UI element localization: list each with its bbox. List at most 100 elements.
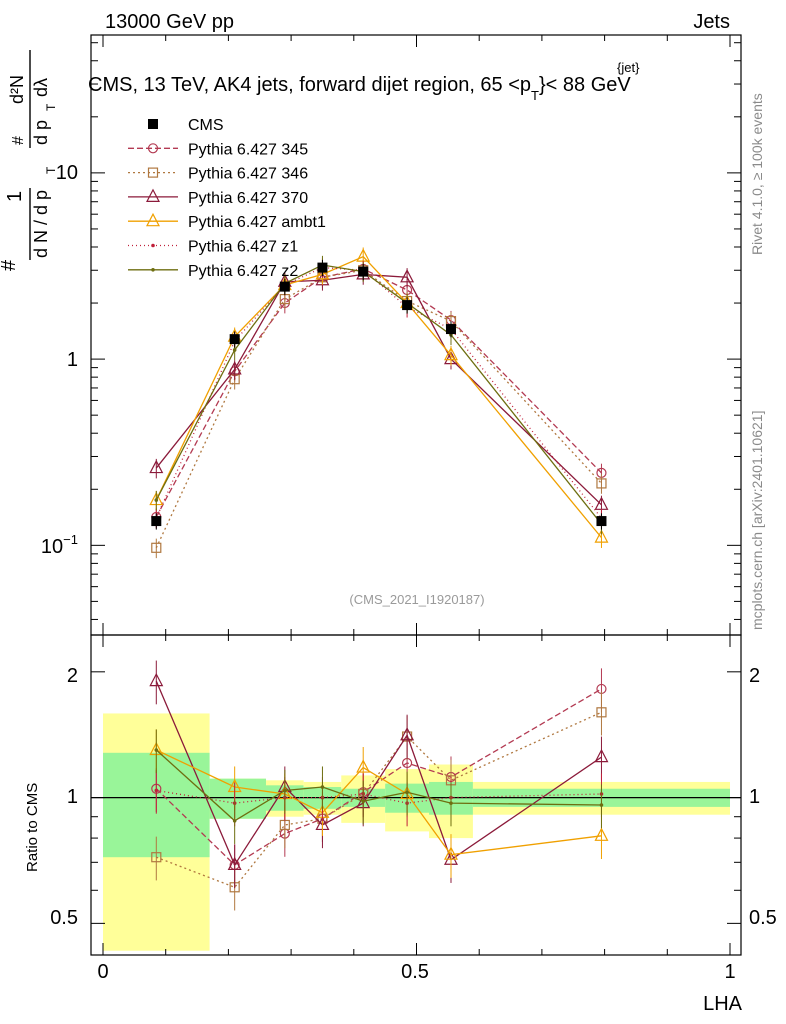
cms-point: [317, 262, 328, 273]
plot-title: CMS, 13 TeV, AK4 jets, forward dijet reg…: [88, 74, 631, 103]
series-line-main: [155, 273, 602, 506]
series-point-main: [594, 529, 609, 543]
series-point-ratio: [599, 803, 604, 807]
series-line-ratio: [155, 688, 602, 866]
watermark: (CMS_2021_I1920187): [349, 592, 484, 607]
legend-label: Pythia 6.427 345: [188, 141, 308, 158]
main-y-axis-label: # 1 d N / d p T # d²N d p T dλ: [0, 50, 58, 271]
legend-marker: [146, 212, 160, 227]
ylabel-t-2: T: [44, 103, 58, 111]
ylabel-hash-1: #: [0, 259, 20, 271]
series-point-ratio: [405, 790, 409, 795]
side-label-top: Rivet 4.1.0, ≥ 100k events: [749, 93, 765, 255]
series-point-main: [227, 361, 242, 375]
ylabel-dn-dpt: d N / d p: [31, 190, 51, 258]
plot-title-main: CMS, 13 TeV, AK4 jets, forward dijet reg…: [88, 74, 531, 96]
cms-point: [151, 516, 162, 527]
legend-marker-cms: [148, 119, 158, 129]
series-point-main: [151, 542, 162, 553]
main-ytick-exp: −1: [63, 532, 78, 547]
legend-entry-0: Pythia 6.427 345: [128, 141, 308, 158]
xtick-label-0p5: 0.5: [401, 961, 429, 983]
legend-marker: [147, 167, 159, 178]
series-point-ratio: [154, 788, 159, 793]
legend-marker: [151, 268, 155, 272]
cms-point: [229, 334, 240, 345]
series-point-ratio: [596, 707, 607, 718]
legend-label: Pythia 6.427 370: [188, 190, 308, 207]
ratio-ytick-label-left-2: 2: [67, 665, 78, 687]
series-point-ratio: [361, 799, 366, 804]
series-point-main: [149, 459, 164, 474]
series-point-main: [154, 498, 159, 502]
header-right: Jets: [693, 11, 730, 33]
plot-title-sup: {jet}: [617, 60, 640, 75]
series-point-main: [315, 266, 330, 280]
ylabel-one: 1: [4, 191, 26, 202]
ylabel-dpt-dl: d p: [31, 120, 51, 145]
series-point-ratio: [594, 748, 609, 763]
header-left: 13000 GeV pp: [105, 11, 234, 33]
ylabel-d2n: d²N: [7, 75, 27, 104]
legend-entry-cms: CMS: [148, 117, 224, 134]
plot-title-sub: T: [531, 88, 539, 103]
ylabel-hash-2: #: [10, 136, 27, 145]
series-point-main: [400, 268, 415, 283]
legend-entry-3: Pythia 6.427 ambt1: [128, 212, 326, 231]
x-axis-label: LHA: [703, 993, 743, 1015]
ratio-uncertainty-bands: [103, 713, 730, 951]
ratio-y-axis-label: Ratio to CMS: [24, 783, 41, 872]
series-point-ratio: [320, 785, 325, 789]
series-layer: [149, 247, 609, 911]
cms-point: [279, 281, 290, 292]
ratio-ytick-label-right-1: 1: [749, 786, 760, 808]
series-point-main: [596, 478, 607, 489]
ylabel-dlambda: dλ: [31, 78, 51, 97]
series-line-main: [155, 268, 602, 518]
series-point-ratio: [151, 852, 162, 863]
series-line-ratio: [155, 749, 602, 822]
series-line-ratio: [155, 680, 602, 867]
series-point-main: [443, 346, 458, 361]
series-point-ratio: [356, 759, 371, 773]
series-cms: [151, 259, 607, 530]
xtick-label-0: 0: [97, 961, 108, 983]
main-ytick-label-10: 10: [56, 162, 78, 184]
legend-label: Pythia 6.427 ambt1: [188, 214, 326, 231]
series-point-ratio: [232, 818, 237, 823]
series-point-ratio: [443, 846, 458, 860]
series-line-main: [155, 264, 602, 525]
ratio-ytick-label-right-0p5: 0.5: [749, 907, 777, 929]
legend-entry-2: Pythia 6.427 370: [128, 188, 308, 207]
series-point-ratio: [227, 856, 242, 871]
legend-entry-4: Pythia 6.427 z1: [128, 239, 298, 256]
cms-point: [445, 324, 456, 335]
ratio-ytick-label-left-1: 1: [67, 786, 78, 808]
series-line-main: [155, 255, 602, 539]
series-point-main: [232, 348, 237, 352]
legend-entry-1: Pythia 6.427 346: [128, 166, 308, 183]
legend-label-cms: CMS: [188, 117, 224, 134]
series-4: [154, 258, 604, 827]
stat-uncertainty-band-1: [209, 778, 267, 819]
series-line-main: [155, 269, 602, 549]
main-ytick-label-1: 1: [67, 349, 78, 371]
series-line-ratio: [156, 749, 602, 856]
series-point-ratio: [154, 748, 159, 752]
legend-marker: [151, 243, 155, 248]
series-5: [154, 255, 604, 844]
legend-marker: [147, 143, 159, 154]
cms-point: [596, 516, 607, 527]
xtick-label-1: 1: [724, 961, 735, 983]
main-ytick-label-0p1: 10−1: [41, 532, 78, 558]
series-point-ratio: [149, 672, 164, 687]
ylabel-t-1: T: [44, 166, 58, 174]
cms-point: [402, 300, 413, 311]
side-label-bottom: mcplots.cern.ch [arXiv:2401.10621]: [749, 411, 765, 630]
legend-marker: [146, 188, 160, 202]
plot-title-end: }< 88 GeV: [539, 74, 631, 96]
series-line-ratio: [156, 711, 602, 889]
ratio-ytick-label-right-2: 2: [749, 665, 760, 687]
series-point-ratio: [400, 726, 415, 741]
ratio-ytick-label-left-0p5: 0.5: [50, 907, 78, 929]
